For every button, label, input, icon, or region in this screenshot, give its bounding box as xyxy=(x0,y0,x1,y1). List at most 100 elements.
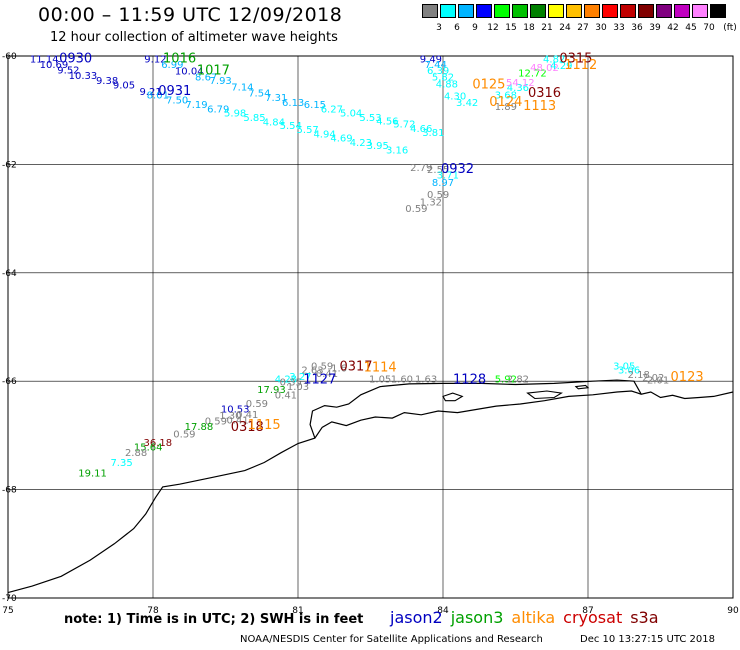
units-note: note: 1) Time is in UTC; 2) SWH is in fe… xyxy=(64,612,364,627)
wave-height-value: 8.67 xyxy=(195,72,217,83)
color-scale-label: 21 xyxy=(541,23,553,33)
legend-s3a: s3a xyxy=(630,608,659,627)
color-scale-label: 3 xyxy=(436,23,442,33)
wave-height-value: 5.92 xyxy=(495,374,517,385)
timestamp-text: Dec 10 13:27:15 UTC 2018 xyxy=(580,634,715,645)
color-swatch xyxy=(494,4,510,18)
pass-time: 0930 xyxy=(59,52,92,67)
wave-height-value: 4.30 xyxy=(444,91,466,102)
wave-height-value: 54.12 xyxy=(506,78,535,89)
wave-height-value: 6.99 xyxy=(161,60,183,71)
wave-height-value: 36.18 xyxy=(144,438,173,449)
color-scale-unit: (ft) xyxy=(723,23,737,33)
wave-height-value: 9.21 xyxy=(139,87,161,98)
wave-height-value: 15.64 xyxy=(134,443,163,454)
wave-height-value: 7.14 xyxy=(231,83,253,94)
wave-height-value: 3.05 xyxy=(613,361,635,372)
wave-height-value: 1.6 xyxy=(331,363,347,374)
wave-height-value: 7.19 xyxy=(185,100,207,111)
wave-height-value: 5.82 xyxy=(432,72,454,83)
x-tick-label: 78 xyxy=(147,606,159,616)
pass-time: 1128 xyxy=(453,372,486,387)
wave-height-value: 1.63 xyxy=(415,374,437,385)
wave-height-value: 2.18 xyxy=(628,370,650,381)
wave-height-value: 17.93 xyxy=(257,385,286,396)
wave-height-value: 0.59 xyxy=(173,430,195,441)
wave-height-value: 1.05 xyxy=(369,374,391,385)
axis-ticks: 75 78 81 84 87 90 -60 -62 -64 -66 -68 -70 xyxy=(2,52,739,616)
wave-height-value: 4.94 xyxy=(313,129,335,140)
wave-height-value: 9.05 xyxy=(113,81,135,92)
color-scale-label: 18 xyxy=(523,23,535,33)
wave-height-value: 48.02 xyxy=(530,63,559,74)
pass-time: 1114 xyxy=(364,360,397,375)
wave-height-value: 1.32 xyxy=(420,198,442,209)
wave-height-value: 5.85 xyxy=(243,113,265,124)
wave-height-value: 6.79 xyxy=(207,104,229,115)
wave-height-value: 6.39 xyxy=(427,66,449,77)
island-outline xyxy=(442,392,464,402)
wave-height-value: 3.42 xyxy=(456,98,478,109)
wave-height-value: 9.52 xyxy=(57,65,79,76)
legend-altika: altika xyxy=(511,608,556,627)
wave-height-value: 0.41 xyxy=(236,410,258,421)
pass-time: 0125 xyxy=(472,78,505,93)
wave-height-value: 6.15 xyxy=(304,100,326,111)
island-outline xyxy=(574,384,590,390)
color-scale-label: 9 xyxy=(472,23,478,33)
wave-height-value: 1.03 xyxy=(287,382,309,393)
y-tick-label: -68 xyxy=(2,486,17,496)
wave-height-value: 0.41 xyxy=(316,369,338,380)
wave-height-value: 4.56 xyxy=(376,116,398,127)
wave-height-value: 17.88 xyxy=(185,422,214,433)
satellite-legend: jason2 jason3 altika cryosat s3a xyxy=(390,608,667,627)
wave-height-value: 2.02 xyxy=(642,373,664,384)
color-scale-label: 12 xyxy=(487,23,499,33)
wave-height-value: 3.27 xyxy=(289,372,311,383)
coastline-path xyxy=(309,379,642,439)
pass-time: 0315 xyxy=(559,52,592,67)
wave-height-value: 2.79 xyxy=(410,163,432,174)
x-tick-label: 75 xyxy=(2,606,13,616)
wave-height-value: 7.31 xyxy=(265,93,287,104)
pass-time: 0316 xyxy=(528,86,561,101)
wave-height-value: 10.53 xyxy=(221,405,250,416)
legend-cryosat: cryosat xyxy=(563,608,623,627)
color-swatch xyxy=(674,4,690,18)
wave-height-value: 9.12 xyxy=(144,55,166,66)
wave-height-value: 3.71 xyxy=(437,170,459,181)
wave-height-value: 2.01 xyxy=(647,375,669,386)
color-swatch xyxy=(548,4,564,18)
color-scale-label: 45 xyxy=(685,23,697,33)
wave-height-value: 6.13 xyxy=(282,98,304,109)
wave-height-value: 0.59 xyxy=(405,204,427,215)
wave-height-value: 5.57 xyxy=(297,125,319,136)
page-subtitle: 12 hour collection of altimeter wave hei… xyxy=(50,30,338,45)
color-swatch xyxy=(512,4,528,18)
color-swatch xyxy=(638,4,654,18)
wave-height-value: 4.29 xyxy=(550,61,572,72)
color-scale-label: 33 xyxy=(613,23,625,33)
color-swatch xyxy=(566,4,582,18)
wave-height-value: 4.84 xyxy=(263,117,285,128)
x-tick-label: 84 xyxy=(437,606,449,616)
wave-height-value: 5.54 xyxy=(280,121,302,132)
wave-height-value: 4.88 xyxy=(436,79,458,90)
color-scale-label: 27 xyxy=(577,23,589,33)
coastline xyxy=(7,379,734,594)
wave-height-value: 0.41 xyxy=(226,415,248,426)
wave-height-value: 5.72 xyxy=(393,120,415,131)
pass-time: 0124 xyxy=(489,95,522,110)
color-swatch xyxy=(530,4,546,18)
wave-height-value: 3.95 xyxy=(367,141,389,152)
wave-height-value: 4.69 xyxy=(330,134,352,145)
wave-height-value: 8.01 xyxy=(147,90,169,101)
wave-height-value: 7.93 xyxy=(210,76,232,87)
color-swatch xyxy=(710,4,726,18)
pass-time: 0317 xyxy=(339,359,372,374)
color-swatch xyxy=(422,4,438,18)
wave-height-value: 0.59 xyxy=(246,399,268,410)
color-scale-label: 24 xyxy=(559,23,571,33)
wave-height-value: 5.98 xyxy=(224,109,246,120)
